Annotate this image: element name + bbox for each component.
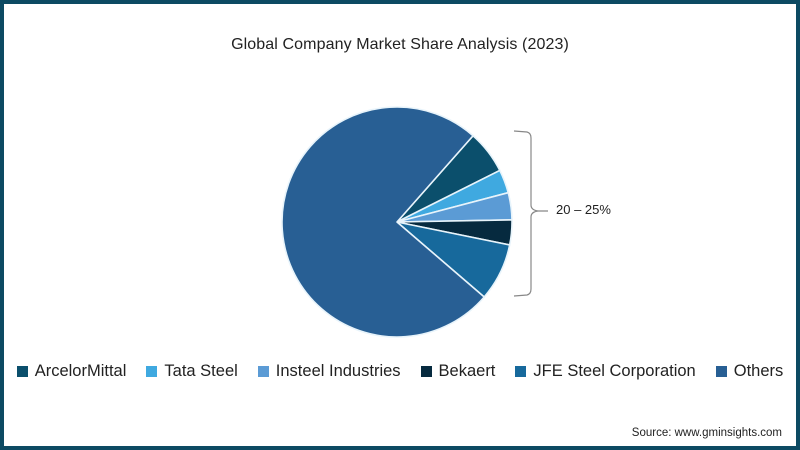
legend-item-bekaert: Bekaert: [420, 362, 496, 381]
legend-item-others: Others: [715, 362, 784, 381]
legend: ArcelorMittal Tata Steel Insteel Industr…: [0, 362, 800, 381]
pie-slices: [281, 106, 513, 338]
legend-label: Insteel Industries: [275, 362, 401, 380]
bracket: [513, 130, 548, 297]
legend-label: ArcelorMittal: [34, 362, 127, 380]
legend-swatch: [715, 366, 727, 377]
legend-label: JFE Steel Corporation: [533, 362, 696, 380]
legend-swatch: [16, 366, 28, 377]
legend-label: Tata Steel: [164, 362, 238, 380]
source-note: Source: www.gminsights.com: [631, 427, 782, 439]
legend-label: Bekaert: [438, 362, 496, 380]
legend-swatch: [420, 366, 432, 377]
pie-slice-others: [281, 106, 486, 338]
legend-swatch: [257, 366, 269, 377]
legend-label: Others: [733, 362, 784, 380]
legend-swatch: [515, 366, 527, 377]
legend-item-jfe-steel: JFE Steel Corporation: [515, 362, 696, 381]
bracket-label: 20 – 25%: [556, 202, 611, 217]
legend-item-tata-steel: Tata Steel: [146, 362, 238, 381]
legend-item-arcelormittal: ArcelorMittal: [16, 362, 127, 381]
legend-item-insteel-industries: Insteel Industries: [257, 362, 401, 381]
chart-title: Global Company Market Share Analysis (20…: [231, 36, 569, 53]
legend-swatch: [146, 366, 158, 377]
